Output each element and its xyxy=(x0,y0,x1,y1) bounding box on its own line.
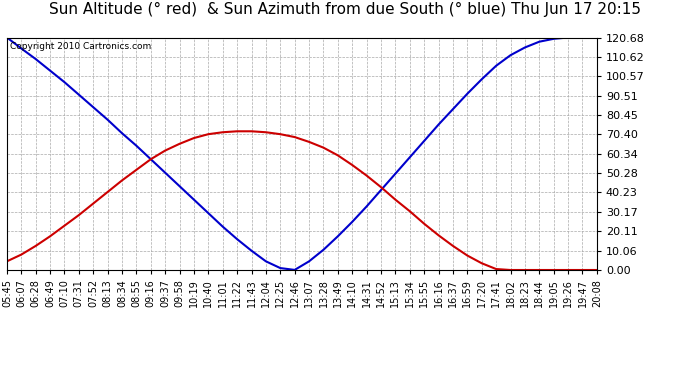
Text: Sun Altitude (° red)  & Sun Azimuth from due South (° blue) Thu Jun 17 20:15: Sun Altitude (° red) & Sun Azimuth from … xyxy=(49,2,641,17)
Text: Copyright 2010 Cartronics.com: Copyright 2010 Cartronics.com xyxy=(10,42,151,51)
